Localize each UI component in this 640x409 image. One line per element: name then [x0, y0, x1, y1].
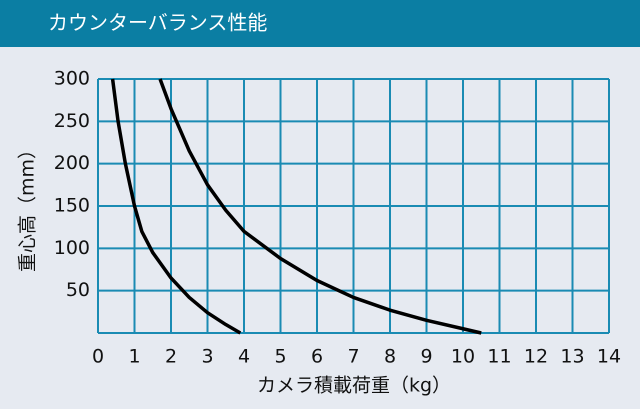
title-bar — [0, 0, 640, 47]
x-tick-label: 9 — [420, 346, 432, 368]
y-tick-label: 50 — [66, 279, 90, 301]
curve — [158, 78, 482, 335]
x-tick-label: 12 — [524, 346, 548, 368]
x-tick-label: 7 — [347, 346, 359, 368]
x-tick-label: 4 — [238, 346, 250, 368]
x-tick-label: 11 — [487, 346, 511, 368]
x-tick-label: 8 — [384, 346, 396, 368]
x-tick-label: 2 — [165, 346, 177, 368]
x-tick-label: 3 — [201, 346, 213, 368]
x-tick-label: 10 — [451, 346, 475, 368]
y-tick-label: 150 — [54, 195, 90, 217]
curve — [110, 78, 242, 335]
y-tick-label: 100 — [54, 237, 90, 259]
x-tick-label: 1 — [128, 346, 140, 368]
x-tick-label: 0 — [92, 346, 104, 368]
x-axis-label: カメラ積載荷重（kg） — [257, 375, 451, 397]
y-axis-label: 重心高（mm） — [17, 140, 39, 272]
x-tick-label: 6 — [311, 346, 323, 368]
y-tick-label: 300 — [54, 68, 90, 90]
x-tick-label: 13 — [560, 346, 584, 368]
x-tick-label: 5 — [274, 346, 286, 368]
x-tick-label: 14 — [597, 346, 621, 368]
y-tick-label: 250 — [54, 110, 90, 132]
y-tick-label: 200 — [54, 152, 90, 174]
chart-title: カウンターバランス性能 — [48, 11, 267, 35]
